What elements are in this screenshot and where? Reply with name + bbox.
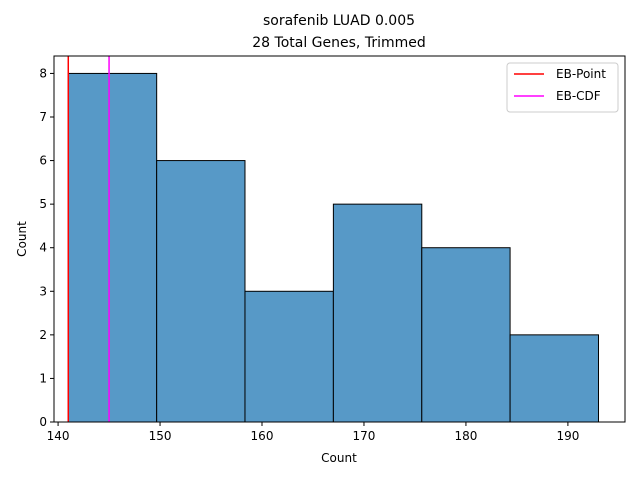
y-tick-label: 3 xyxy=(39,284,47,298)
reference-lines-group xyxy=(67,56,110,422)
y-tick-label: 1 xyxy=(39,371,47,385)
x-tick-label: 170 xyxy=(353,429,376,443)
y-axis-ticks: 0 1 2 3 4 5 6 7 8 xyxy=(39,66,54,429)
y-axis-label: Count xyxy=(15,221,29,257)
legend-label: EB-CDF xyxy=(556,89,601,103)
histogram-bar xyxy=(244,290,334,423)
chart-title: sorafenib LUAD 0.005 xyxy=(263,13,415,29)
x-tick-label: 190 xyxy=(556,429,579,443)
y-tick-label: 6 xyxy=(39,154,47,168)
y-tick-label: 4 xyxy=(39,241,47,255)
chart-subtitle: 28 Total Genes, Trimmed xyxy=(252,35,425,51)
x-axis-ticks: 140 150 160 170 180 190 xyxy=(47,422,579,443)
x-tick-label: 150 xyxy=(149,429,172,443)
legend-box xyxy=(506,62,619,113)
x-axis-label: Count xyxy=(321,451,357,465)
histogram-bar xyxy=(509,334,599,423)
x-tick-label: 160 xyxy=(251,429,274,443)
legend-label: EB-Point xyxy=(556,67,606,81)
histogram-bar xyxy=(332,203,423,423)
y-tick-label: 0 xyxy=(39,415,47,429)
legend: EB-Point EB-CDF xyxy=(506,62,619,113)
histogram-bar xyxy=(421,247,511,423)
y-tick-label: 5 xyxy=(39,197,47,211)
histogram-bar xyxy=(156,160,246,423)
histogram-bar xyxy=(67,72,158,423)
y-tick-label: 2 xyxy=(39,328,47,342)
x-tick-label: 140 xyxy=(47,429,70,443)
plot-frame xyxy=(53,55,626,423)
y-tick-label: 8 xyxy=(39,66,47,80)
y-tick-label: 7 xyxy=(39,110,47,124)
bars-group xyxy=(67,72,599,423)
x-tick-label: 180 xyxy=(454,429,477,443)
